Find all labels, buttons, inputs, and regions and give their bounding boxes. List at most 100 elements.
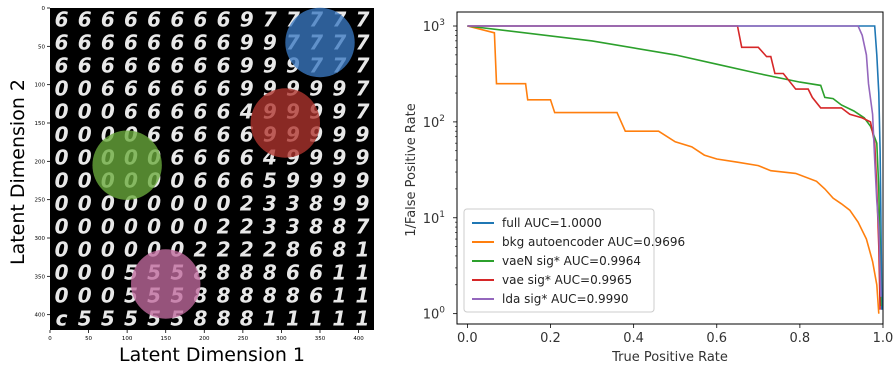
digit-glyph: 0 [147,192,161,216]
digit-glyph: 9 [263,31,277,55]
digit-glyph: 5 [124,307,138,331]
digit-glyph: 8 [332,238,346,262]
digit-glyph: 9 [332,146,346,170]
x-tick-label: 350 [315,336,326,342]
digit-glyph: 6 [193,54,207,78]
digit-glyph: 6 [147,54,161,78]
roc-figure: 0.0 0.2 0.4 0.6 0.8 1.0 100 101 102 103 True Posi… [400,0,893,365]
digit-glyph: 6 [309,284,323,308]
digit-glyph: 6 [170,146,184,170]
digit-glyph: 7 [355,31,369,55]
digit-glyph: 7 [355,215,369,239]
digit-glyph: 9 [332,100,346,124]
digit-glyph: 6 [124,77,138,101]
plot-frame [456,11,884,325]
digit-glyph: 9 [355,123,369,147]
digit-glyph: 3 [263,192,277,216]
x-tick-label: 250 [238,336,249,342]
y-tick-label: 350 [35,274,46,280]
legend: full AUC=1.0000 bkg autoencoder AUC=0.969… [463,208,685,313]
digit-glyph: 6 [124,8,138,32]
roc-curve [467,25,880,314]
digit-glyph: 2 [240,238,254,262]
latent-space-plot: 6666666697777766666666997777666666669997… [7,6,374,366]
x-tick-label: 0 [48,336,52,342]
digit-glyph: 8 [217,261,231,285]
digit-glyph: 0 [170,169,184,193]
y-tick-label: 50 [38,44,45,50]
digit-glyph: 8 [240,261,254,285]
x-tick-label: 0.2 [540,331,561,346]
digit-glyph: 0 [55,192,69,216]
digit-glyph: 6 [170,100,184,124]
digit-glyph: 6 [101,77,115,101]
digit-glyph: 6 [193,169,207,193]
digit-glyph: 0 [78,261,92,285]
digit-glyph: 0 [101,238,115,262]
digit-glyph: 6 [78,8,92,32]
x-tick-label: 100 [122,336,133,342]
digit-glyph: 9 [240,31,254,55]
x-tick-label: 0.0 [457,331,478,346]
digit-glyph: 6 [193,100,207,124]
digit-glyph: 0 [55,100,69,124]
y-tick-label: 100 [35,83,46,89]
legend-label: full AUC=1.0000 [502,216,602,230]
digit-glyph: 0 [78,215,92,239]
digit-glyph: 7 [355,100,369,124]
digit-glyph: 0 [55,146,69,170]
digit-glyph: 0 [78,77,92,101]
digit-glyph: 8 [263,261,277,285]
digit-glyph: 8 [332,215,346,239]
legend-label: vaeN sig* AUC=0.9964 [502,254,641,268]
latent-space-figure: 6666666697777766666666997777666666669997… [0,0,400,366]
x-tick-label: 150 [160,336,171,342]
digit-glyph: 3 [286,215,300,239]
digit-glyph: 6 [217,146,231,170]
digit-glyph: 8 [193,307,207,331]
digit-glyph: 0 [55,215,69,239]
y-tick-label: 102 [423,114,445,131]
digit-glyph: 9 [332,123,346,147]
digit-glyph: 6 [170,31,184,55]
x-axis-label: True Positive Rate [611,350,728,365]
digit-glyph: 1 [355,261,369,285]
digit-glyph: 6 [147,100,161,124]
digit-glyph: 8 [309,215,323,239]
digit-glyph: 8 [286,284,300,308]
digit-glyph: 0 [78,123,92,147]
digit-glyph: 0 [55,284,69,308]
highlight-circle [92,130,162,200]
y-tick-label: 300 [35,236,46,242]
digit-glyph: 0 [55,77,69,101]
digit-glyph: 6 [193,77,207,101]
digit-glyph: 3 [286,192,300,216]
digit-glyph: 6 [101,8,115,32]
digit-glyph: 7 [263,8,277,32]
x-tick-label: 200 [199,336,210,342]
digit-glyph: 6 [193,123,207,147]
digit-glyph: 6 [240,123,254,147]
y-tick-label: 200 [35,159,46,165]
digit-glyph: 8 [217,284,231,308]
digit-glyph: 6 [124,31,138,55]
x-tick-label: 0.4 [623,331,644,346]
digit-glyph: 8 [217,307,231,331]
y-axis-label: Latent Dimension 2 [7,79,29,265]
roc-plot: 0.0 0.2 0.4 0.6 0.8 1.0 100 101 102 103 True Posi… [404,11,893,365]
digit-glyph: 0 [55,238,69,262]
digit-glyph: 9 [332,77,346,101]
legend-label: lda sig* AUC=0.9990 [502,292,629,306]
x-tick-label: 1.0 [873,331,893,346]
legend-box [463,208,655,313]
roc-curve [467,25,883,310]
digit-glyph: 5 [78,307,92,331]
highlight-circle [250,88,320,158]
digit-glyph: 9 [240,8,254,32]
digit-glyph: 1 [332,307,346,331]
digit-glyph: 9 [309,77,323,101]
digit-glyph: 6 [78,54,92,78]
digit-glyph: 6 [240,169,254,193]
digit-glyph: 6 [193,31,207,55]
digit-glyph: 9 [286,169,300,193]
